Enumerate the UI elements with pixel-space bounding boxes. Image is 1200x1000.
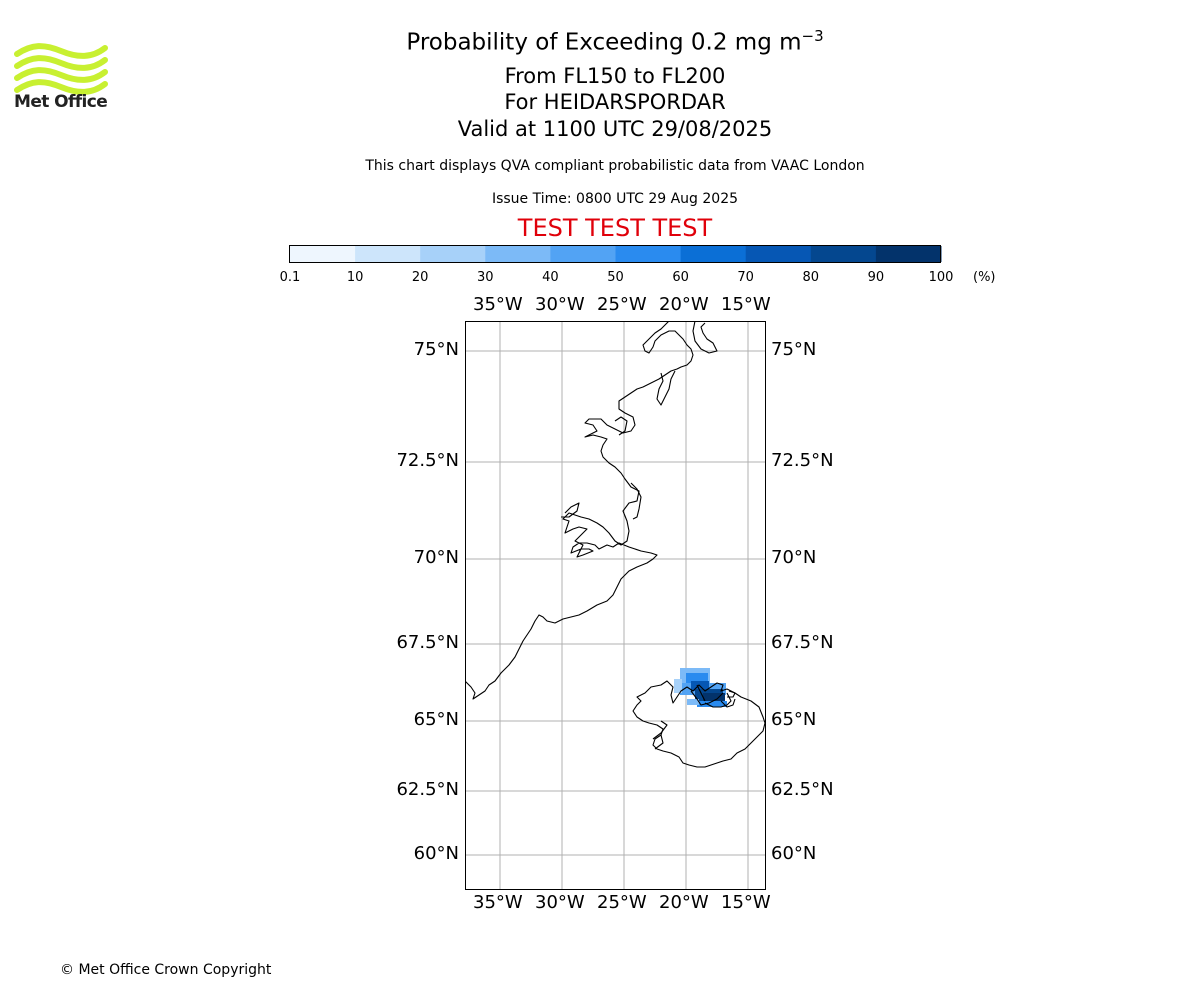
colorbar-unit: (%) [973, 270, 996, 285]
colorbar-tick-label: 50 [607, 270, 624, 285]
colorbar-tick-label: 40 [542, 270, 559, 285]
colorbar [289, 245, 942, 263]
lat-label-left-75n: 75°N [413, 339, 459, 360]
volcano-name: For HEIDARSPORDAR [504, 90, 726, 114]
gridlines [465, 321, 765, 889]
lat-label-right-67-5n: 67.5°N [771, 632, 834, 653]
met-office-logo-text: Met Office [14, 92, 108, 112]
map-frame [465, 321, 766, 890]
lat-label-right-72-5n: 72.5°N [771, 450, 834, 471]
colorbar-cell [550, 246, 616, 262]
colorbar-cell [875, 246, 942, 262]
colorbar-cell [290, 246, 356, 262]
colorbar-tick-label: 60 [672, 270, 689, 285]
lat-label-left-70n: 70°N [413, 547, 459, 568]
colorbar-cell [810, 246, 877, 262]
chart-title-exponent: −3 [801, 27, 824, 45]
lat-label-right-60n: 60°N [771, 843, 817, 864]
copyright-notice: © Met Office Crown Copyright [60, 962, 272, 978]
map-panel [465, 321, 766, 890]
colorbar-cell [745, 246, 812, 262]
colorbar-cell [420, 246, 486, 262]
lat-label-right-70n: 70°N [771, 547, 817, 568]
lon-label-bottom-15w: 15°W [721, 892, 771, 913]
lat-label-left-60n: 60°N [413, 843, 459, 864]
colorbar-cell [615, 246, 682, 262]
colorbar-tick-label: 90 [867, 270, 885, 285]
colorbar-tick-label: 0.1 [279, 270, 301, 285]
chart-subtitle: This chart displays QVA compliant probab… [365, 158, 865, 174]
valid-time: Valid at 1100 UTC 29/08/2025 [457, 117, 773, 141]
lon-label-bottom-30w: 30°W [535, 892, 585, 913]
chart-title: Probability of Exceeding 0.2 mg m−3 [0, 27, 1200, 56]
colorbar-cell [355, 246, 421, 262]
lat-label-right-62-5n: 62.5°N [771, 779, 834, 800]
colorbar-tick-label: 10 [346, 270, 364, 285]
colorbar-tick-label: 80 [802, 270, 820, 285]
lat-label-left-72-5n: 72.5°N [396, 450, 459, 471]
colorbar-cell [485, 246, 551, 262]
lon-label-bottom-20w: 20°W [659, 892, 709, 913]
lat-label-left-62-5n: 62.5°N [396, 779, 459, 800]
issue-time: Issue Time: 0800 UTC 29 Aug 2025 [491, 191, 739, 207]
chart-title-text: Probability of Exceeding 0.2 mg m [406, 29, 802, 56]
lon-label-top-15w: 15°W [721, 294, 771, 315]
coastlines [465, 321, 765, 768]
colorbar-cell [680, 246, 747, 262]
lon-label-top-25w: 25°W [597, 294, 647, 315]
lat-label-left-67-5n: 67.5°N [396, 632, 459, 653]
lon-label-bottom-25w: 25°W [597, 892, 647, 913]
colorbar-tick-label: 100 [928, 270, 954, 285]
colorbar-tick-label: 70 [737, 270, 754, 285]
lon-label-top-35w: 35°W [473, 294, 523, 315]
probability-plume [674, 668, 727, 707]
lon-label-top-30w: 30°W [535, 294, 585, 315]
met-office-waves-icon [14, 43, 108, 95]
lon-label-top-20w: 20°W [659, 294, 709, 315]
lat-label-right-65n: 65°N [771, 709, 817, 730]
colorbar-tick-label: 20 [411, 270, 429, 285]
flight-level-range: From FL150 to FL200 [504, 64, 726, 88]
lat-label-left-65n: 65°N [413, 709, 459, 730]
lon-label-bottom-35w: 35°W [473, 892, 523, 913]
test-banner: TEST TEST TEST [517, 214, 713, 242]
lat-label-right-75n: 75°N [771, 339, 817, 360]
colorbar-tick-label: 30 [477, 270, 494, 285]
